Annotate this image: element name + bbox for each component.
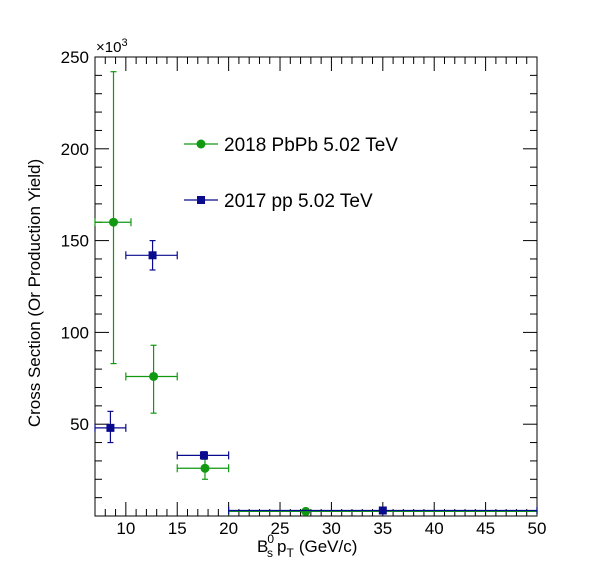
legend: 2018 PbPb 5.02 TeV 2017 pp 5.02 TeV	[184, 135, 398, 212]
data-point	[109, 217, 119, 227]
legend-label-pp: 2017 pp 5.02 TeV	[224, 191, 373, 212]
x-tick-label: 40	[425, 519, 444, 538]
y-tick-label: 250	[61, 48, 89, 67]
x-axis-title: B0 s pT (GeV/c)	[257, 532, 357, 560]
data-point	[148, 251, 157, 260]
y-tick-label: 50	[70, 415, 89, 434]
series-1	[94, 240, 538, 515]
x-tick-label: 10	[116, 519, 135, 538]
x-tick-label: 45	[476, 519, 495, 538]
y-axis-ticks	[95, 56, 537, 499]
x-axis-ticks	[94, 57, 538, 516]
legend-marker-pbpb	[196, 139, 206, 149]
x-tick-label: 35	[373, 519, 392, 538]
x-tick-label: 25	[271, 519, 290, 538]
x-tick-label: 20	[219, 519, 238, 538]
legend-entry-pp: 2017 pp 5.02 TeV	[184, 191, 373, 212]
data-point	[378, 506, 387, 515]
y-axis-title: Cross Section (Or Production Yield)	[25, 159, 44, 427]
data-point	[200, 463, 210, 473]
plot-frame	[94, 56, 538, 517]
legend-entry-pbpb: 2018 PbPb 5.02 TeV	[184, 135, 398, 156]
data-point	[149, 371, 159, 381]
y-axis-tick-labels: 50 100 150 200 250	[61, 48, 89, 434]
series-layer	[94, 71, 538, 516]
x-tick-label: 15	[168, 519, 187, 538]
x-axis-tick-labels: 10 15 20 25 30 35 40 45 50	[116, 519, 546, 538]
y-multiplier-label: ×103	[96, 37, 128, 56]
data-point	[106, 423, 115, 432]
y-tick-label: 100	[61, 323, 89, 342]
legend-label-pbpb: 2018 PbPb 5.02 TeV	[224, 135, 398, 156]
data-point	[301, 506, 311, 516]
x-tick-label: 50	[528, 519, 547, 538]
data-point	[199, 451, 208, 460]
legend-marker-pp	[197, 196, 205, 204]
x-tick-label: 30	[322, 519, 341, 538]
y-tick-label: 150	[61, 232, 89, 251]
y-tick-label: 200	[61, 140, 89, 159]
